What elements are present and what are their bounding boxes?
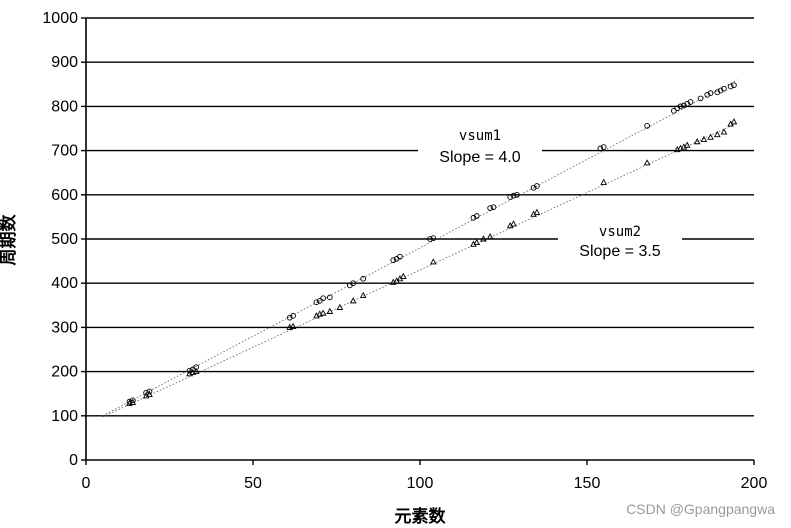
vsum1-point-22 (473, 213, 480, 219)
vsum1-point-42 (714, 89, 721, 96)
vsum1-point-21 (470, 214, 477, 221)
vsum1-point-20 (430, 235, 437, 241)
vsum1-point-26 (510, 192, 517, 199)
gridlines (86, 17, 754, 417)
vsum1-point-32 (644, 122, 650, 129)
vsum2-point-39 (720, 128, 728, 135)
y-tick-label-600: 600 (51, 187, 78, 204)
x-tick-label-0: 0 (82, 475, 91, 492)
vsum1-point-37 (684, 100, 691, 107)
vsum1-point-36 (681, 102, 687, 109)
x-axis-title: 元素数 (395, 506, 447, 527)
vsum1-point-46 (731, 82, 737, 89)
vsum1-point-44 (721, 85, 727, 92)
vsum1-point-38 (687, 99, 694, 105)
vsum1-point-23 (487, 205, 493, 211)
vsum2-series-name: vsum2 (599, 224, 641, 240)
vsum2-point-37 (707, 133, 714, 140)
vsum1-point-1 (129, 397, 136, 404)
vsum1-point-18 (397, 253, 403, 260)
vsum1-point-15 (360, 275, 367, 282)
vsum1-point-12 (326, 294, 333, 301)
x-tick-label-100: 100 (407, 475, 434, 492)
vsum1-slope-label: Slope = 4.0 (439, 149, 521, 166)
vsum1-point-14 (350, 280, 357, 287)
vsum2-point-24 (486, 233, 494, 240)
vsum1-point-3 (146, 388, 153, 395)
vsum1-point-29 (534, 183, 540, 189)
x-tick-label-150: 150 (574, 475, 601, 492)
vsum2-point-29 (600, 178, 608, 185)
vsum2-point-34 (683, 141, 691, 148)
y-tick-label-500: 500 (51, 231, 78, 248)
vsum2-point-35 (693, 138, 701, 145)
vsum2-point-41 (730, 118, 738, 125)
vsum2-point-38 (713, 130, 721, 138)
axes (81, 17, 755, 465)
vsum2-point-28 (533, 208, 541, 215)
vsum2-slope-label: Slope = 3.5 (579, 243, 661, 260)
y-tick-label-700: 700 (51, 143, 78, 160)
vsum2-point-3 (146, 390, 153, 398)
y-tick-label-800: 800 (51, 98, 78, 115)
y-tick-label-0: 0 (69, 452, 78, 469)
vsum2-point-12 (326, 307, 334, 314)
data-points (126, 82, 738, 406)
vsum2-point-23 (480, 235, 487, 242)
vsum1-point-41 (707, 90, 714, 96)
vsum1-point-34 (674, 105, 681, 112)
vsum2-point-20 (430, 258, 437, 265)
vsum2-label-mask (558, 220, 682, 266)
y-tick-label-100: 100 (51, 408, 78, 425)
vsum2-point-13 (336, 303, 344, 310)
vsum1-point-33 (670, 107, 677, 114)
vsum2-point-19 (399, 272, 407, 280)
vsum1-point-27 (514, 191, 520, 198)
y-axis-title: 周期数 (0, 214, 19, 266)
vsum1-point-24 (490, 204, 497, 211)
vsum2-point-30 (643, 159, 651, 166)
vsum2-trend-line (102, 122, 738, 418)
y-tick-label-400: 400 (51, 275, 78, 292)
y-tick-label-200: 200 (51, 364, 78, 381)
vsum2-point-8 (289, 322, 297, 329)
y-tick-label-300: 300 (51, 319, 78, 336)
vsum2-point-14 (349, 297, 357, 304)
y-tick-label-900: 900 (51, 54, 78, 71)
x-tick-label-200: 200 (741, 475, 768, 492)
vsum1-series-name: vsum1 (459, 128, 501, 144)
vsum2-point-11 (319, 309, 327, 316)
vsum2-point-22 (473, 238, 481, 245)
y-tick-label-1000: 1000 (42, 10, 78, 27)
vsum2-point-15 (359, 291, 367, 299)
vsum2-point-6 (192, 367, 200, 375)
vsum1-point-30 (597, 145, 604, 152)
vsum1-trend-line (102, 79, 738, 417)
vsum1-point-28 (530, 184, 537, 191)
vsum1-point-31 (600, 144, 607, 150)
tick-labels: 0 100 200 300 400 500 600 700 800 900 1000 0 50 100 15… (42, 10, 767, 492)
watermark: CSDN @Gpangpangwa (626, 501, 775, 517)
vsum1-point-45 (727, 83, 734, 90)
vsum1-point-7 (286, 314, 293, 321)
vsum1-point-40 (704, 92, 711, 98)
vsum1-point-16 (390, 257, 397, 264)
vsum2-point-36 (700, 135, 708, 142)
vsum1-point-25 (507, 194, 514, 200)
vsum1-point-35 (677, 103, 684, 110)
vsum1-label-mask (418, 124, 542, 170)
vsum2-point-1 (129, 398, 137, 405)
vsum1-point-11 (320, 295, 326, 302)
vsum1-point-19 (427, 236, 433, 242)
vsum1-point-8 (290, 313, 296, 319)
vsum1-point-43 (717, 87, 724, 94)
vsum1-point-39 (697, 95, 704, 102)
x-tick-label-50: 50 (244, 475, 262, 492)
vsum1-point-9 (313, 299, 320, 306)
trend-lines (102, 79, 738, 418)
vsum2-point-26 (510, 220, 517, 227)
